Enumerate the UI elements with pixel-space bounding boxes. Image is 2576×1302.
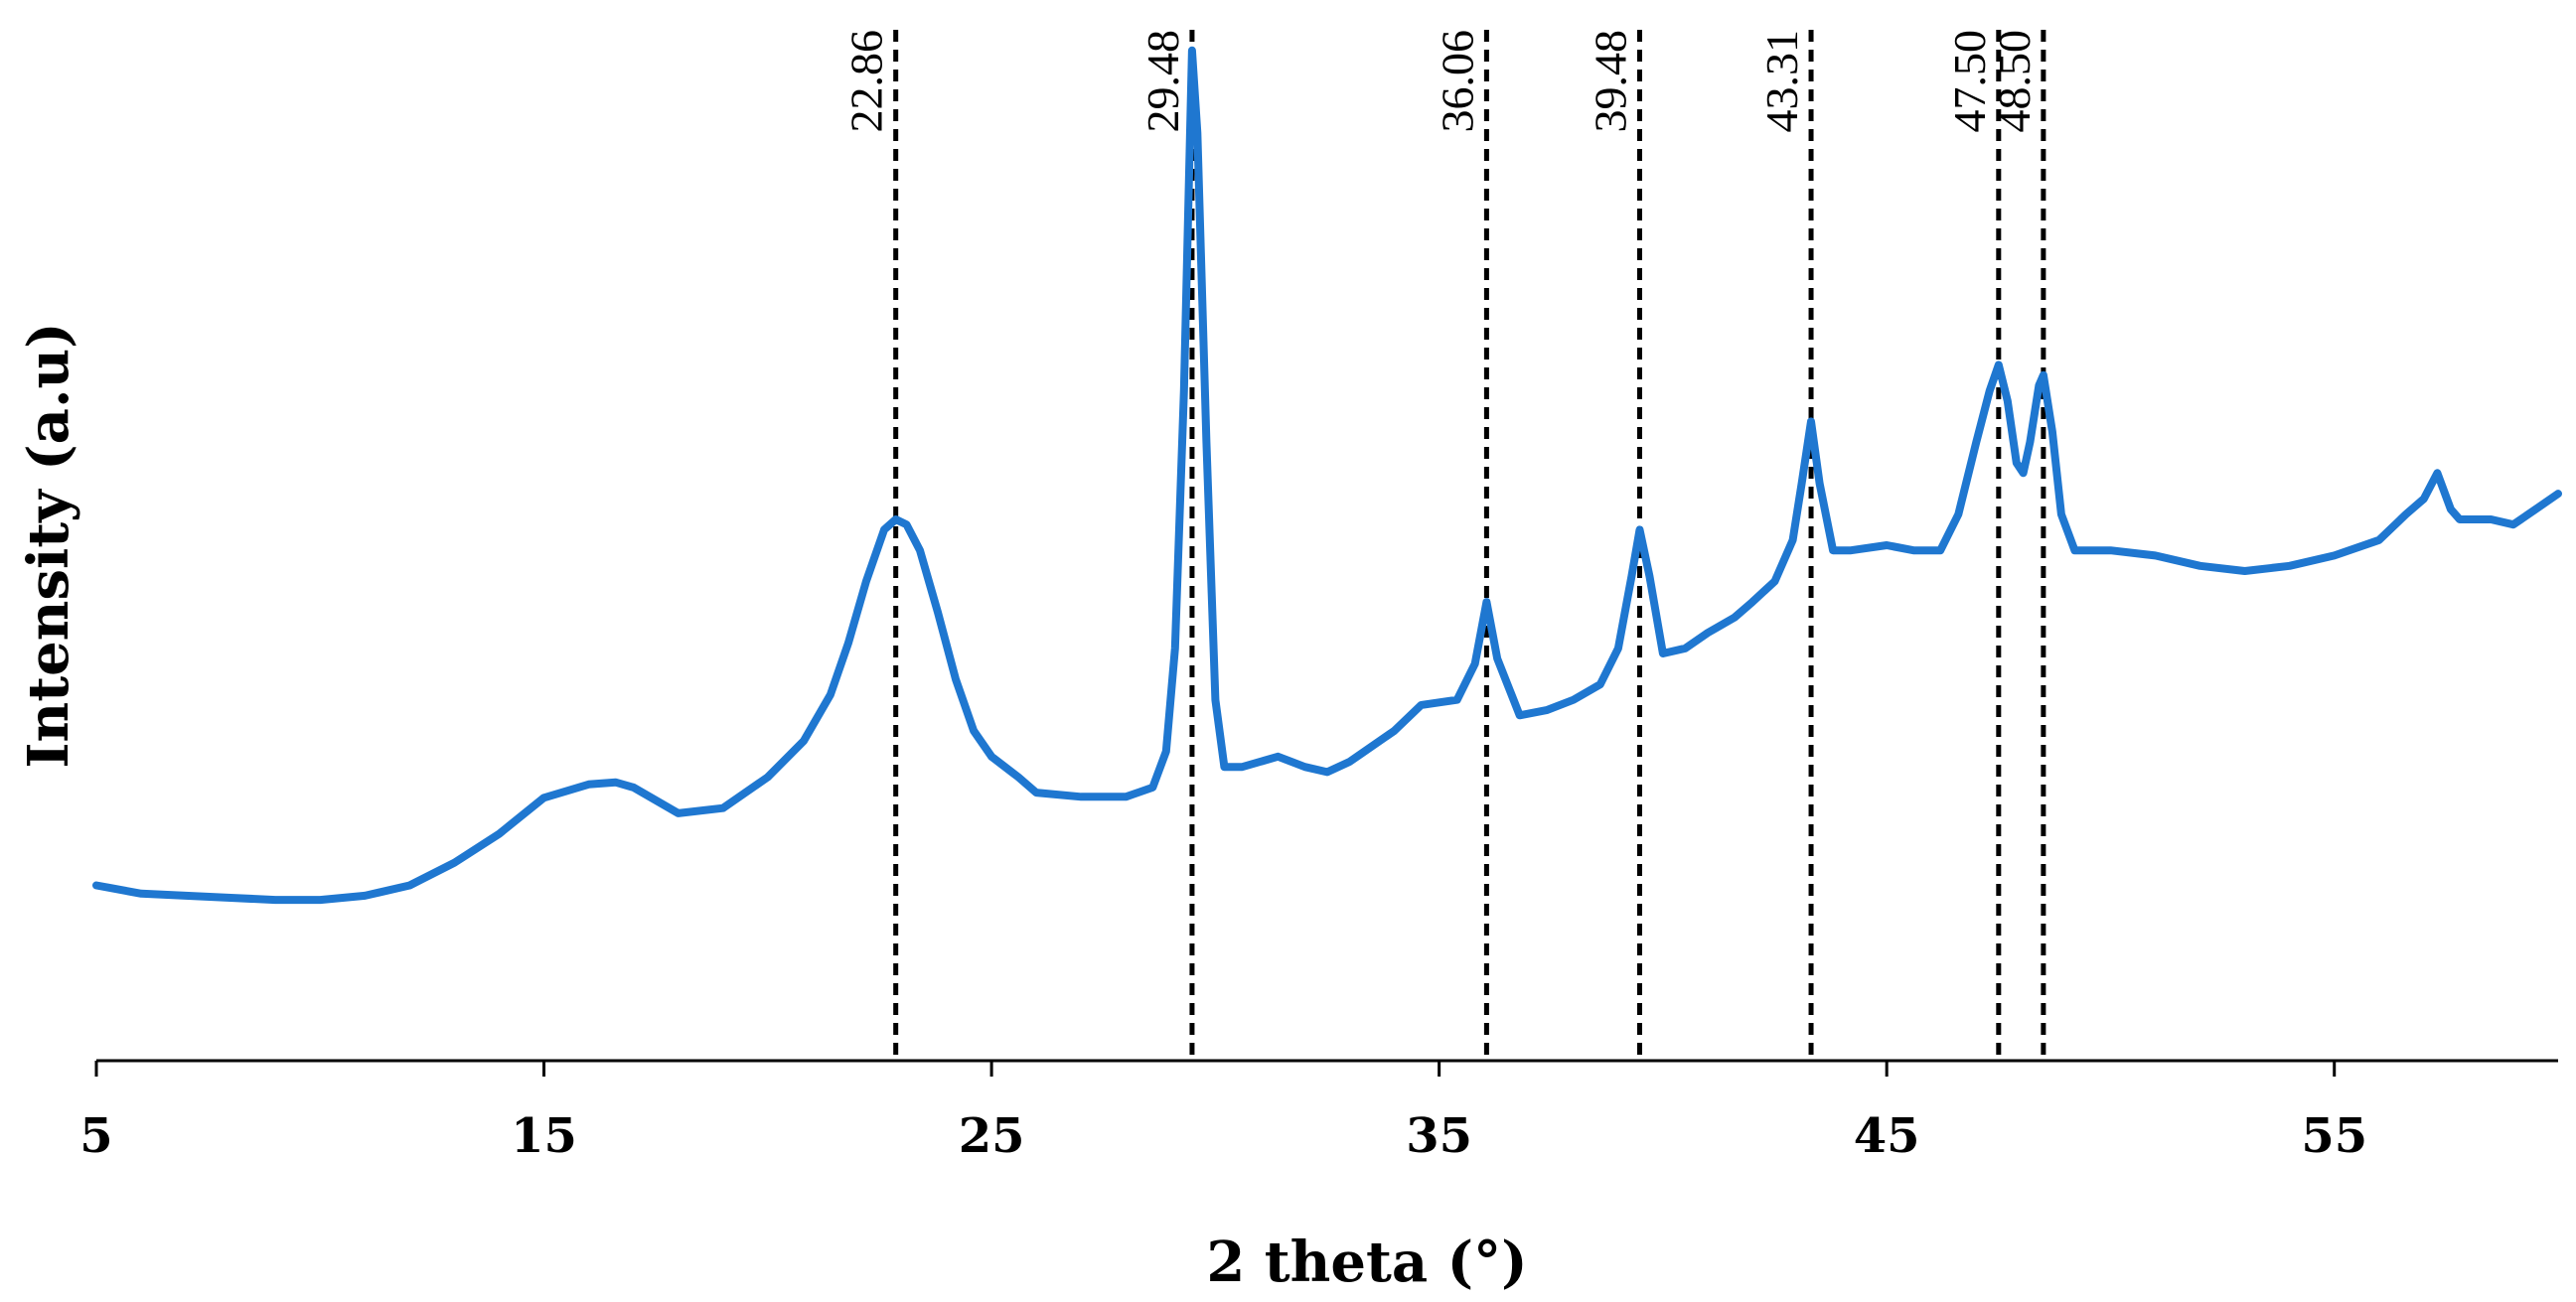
x-tick-label: 45 [1854,1108,1920,1164]
peak-marker-label: 29.48 [1137,30,1188,133]
x-tick-label: 55 [2301,1108,2367,1164]
peak-marker-label: 22.86 [841,30,892,133]
peak-marker-label: 39.48 [1585,30,1635,133]
peak-marker-label: 48.50 [1989,30,2040,133]
series-layer [92,46,2562,905]
x-tick-label: 35 [1406,1108,1472,1164]
x-axis-ticks: 5 15 25 35 45 55 [79,1061,2367,1164]
x-tick-label: 25 [959,1108,1025,1164]
xrd-pattern-line [92,46,2562,905]
x-tick-label: 5 [79,1108,112,1164]
x-tick-label: 15 [511,1108,577,1164]
peak-marker-lines [893,30,2046,1061]
peak-marker-label: 43.31 [1756,30,1807,133]
x-axis-title: 2 theta (°) [1206,1230,1527,1295]
y-axis-title: Intensity (a.u) [16,322,81,768]
peak-marker-label: 47.50 [1944,30,1995,133]
peak-marker-label: 36.06 [1432,30,1482,133]
